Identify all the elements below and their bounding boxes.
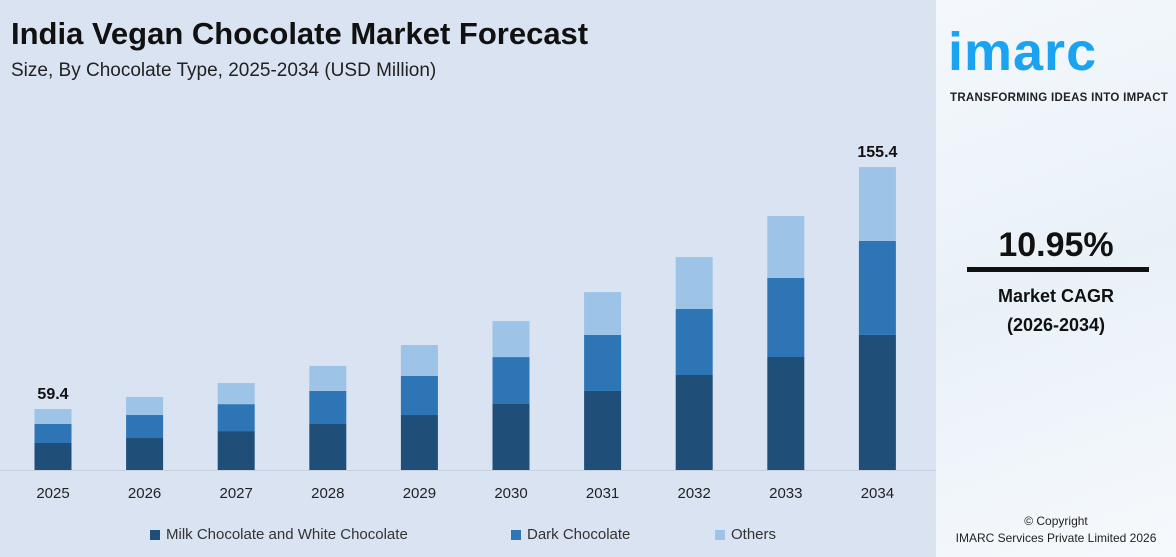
company-name: IMARC Services Private Limited 2026 — [955, 531, 1157, 545]
x-tick-label: 2029 — [403, 485, 436, 502]
legend-swatch — [511, 529, 521, 540]
bar-segment — [126, 438, 164, 470]
bar-segment — [767, 215, 805, 278]
bar-segment — [584, 334, 622, 391]
legend-swatch — [150, 529, 160, 540]
legend-item-others: Others — [715, 526, 776, 543]
bar-segment — [34, 409, 72, 425]
copyright: © Copyright — [1024, 514, 1088, 528]
chart-area: India Vegan Chocolate Market Forecast Si… — [0, 16, 936, 543]
bar-segment — [767, 357, 805, 470]
x-tick-label: 2028 — [311, 485, 344, 502]
bar-segment — [309, 365, 347, 391]
x-tick-label: 2025 — [36, 485, 69, 502]
bar-segment — [584, 390, 622, 470]
bar-segment — [858, 334, 896, 470]
x-tick-label: 2027 — [220, 485, 253, 502]
bar-segment — [217, 404, 255, 432]
x-tick-label: 2031 — [586, 485, 619, 502]
stacked-bar-chart: 2025 59.4 2026 2027 2028 2029 2030 2031 2032 2033… — [0, 144, 936, 502]
bar-segment — [400, 415, 438, 470]
info-panel: imarc TRANSFORMING IDEAS INTO IMPACT 10.… — [936, 0, 1176, 557]
bar-segment — [126, 415, 164, 439]
x-tick-label: 2033 — [769, 485, 802, 502]
data-label: 59.4 — [37, 386, 68, 403]
bar-segment — [492, 321, 530, 358]
chart-subtitle: Size, By Chocolate Type, 2025-2034 (USD … — [11, 60, 437, 81]
legend-label: Milk Chocolate and White Chocolate — [166, 526, 408, 543]
bar-segment — [309, 424, 347, 470]
bar-segment — [400, 375, 438, 416]
bar-segment — [767, 277, 805, 358]
bar-segment — [858, 240, 896, 335]
bar-segment — [675, 257, 713, 310]
legend-label: Dark Chocolate — [527, 526, 631, 543]
x-tick-label: 2030 — [494, 485, 527, 502]
legend-item-dark: Dark Chocolate — [511, 526, 630, 543]
data-label: 155.4 — [857, 144, 897, 161]
bar-segment — [34, 424, 72, 443]
tagline: TRANSFORMING IDEAS INTO IMPACT — [950, 92, 1169, 104]
bar-segment — [584, 292, 622, 335]
x-tick-label: 2032 — [678, 485, 711, 502]
imarc-logo: imarc — [948, 22, 1098, 82]
bar-segment — [309, 390, 347, 425]
bar-segment — [217, 431, 255, 470]
bar-segment — [217, 383, 255, 405]
bar-segment — [858, 167, 896, 241]
cagr-period: (2026-2034) — [1006, 315, 1106, 335]
bar-segment — [675, 375, 713, 470]
legend-item-milk: Milk Chocolate and White Chocolate — [150, 526, 408, 543]
bar-segment — [492, 403, 530, 470]
cagr-label: Market CAGR — [997, 286, 1115, 306]
bar-segment — [400, 345, 438, 376]
bar-segment — [126, 396, 164, 416]
bar-segment — [34, 442, 72, 470]
x-tick-label: 2034 — [861, 485, 894, 502]
bar-segment — [675, 309, 713, 376]
legend-label: Others — [731, 526, 777, 543]
bar-segment — [492, 357, 530, 404]
cagr-value: 10.95% — [998, 226, 1114, 264]
chart-title: India Vegan Chocolate Market Forecast — [11, 16, 589, 51]
legend-swatch — [715, 529, 725, 540]
x-tick-label: 2026 — [128, 485, 161, 502]
divider — [967, 267, 1149, 272]
